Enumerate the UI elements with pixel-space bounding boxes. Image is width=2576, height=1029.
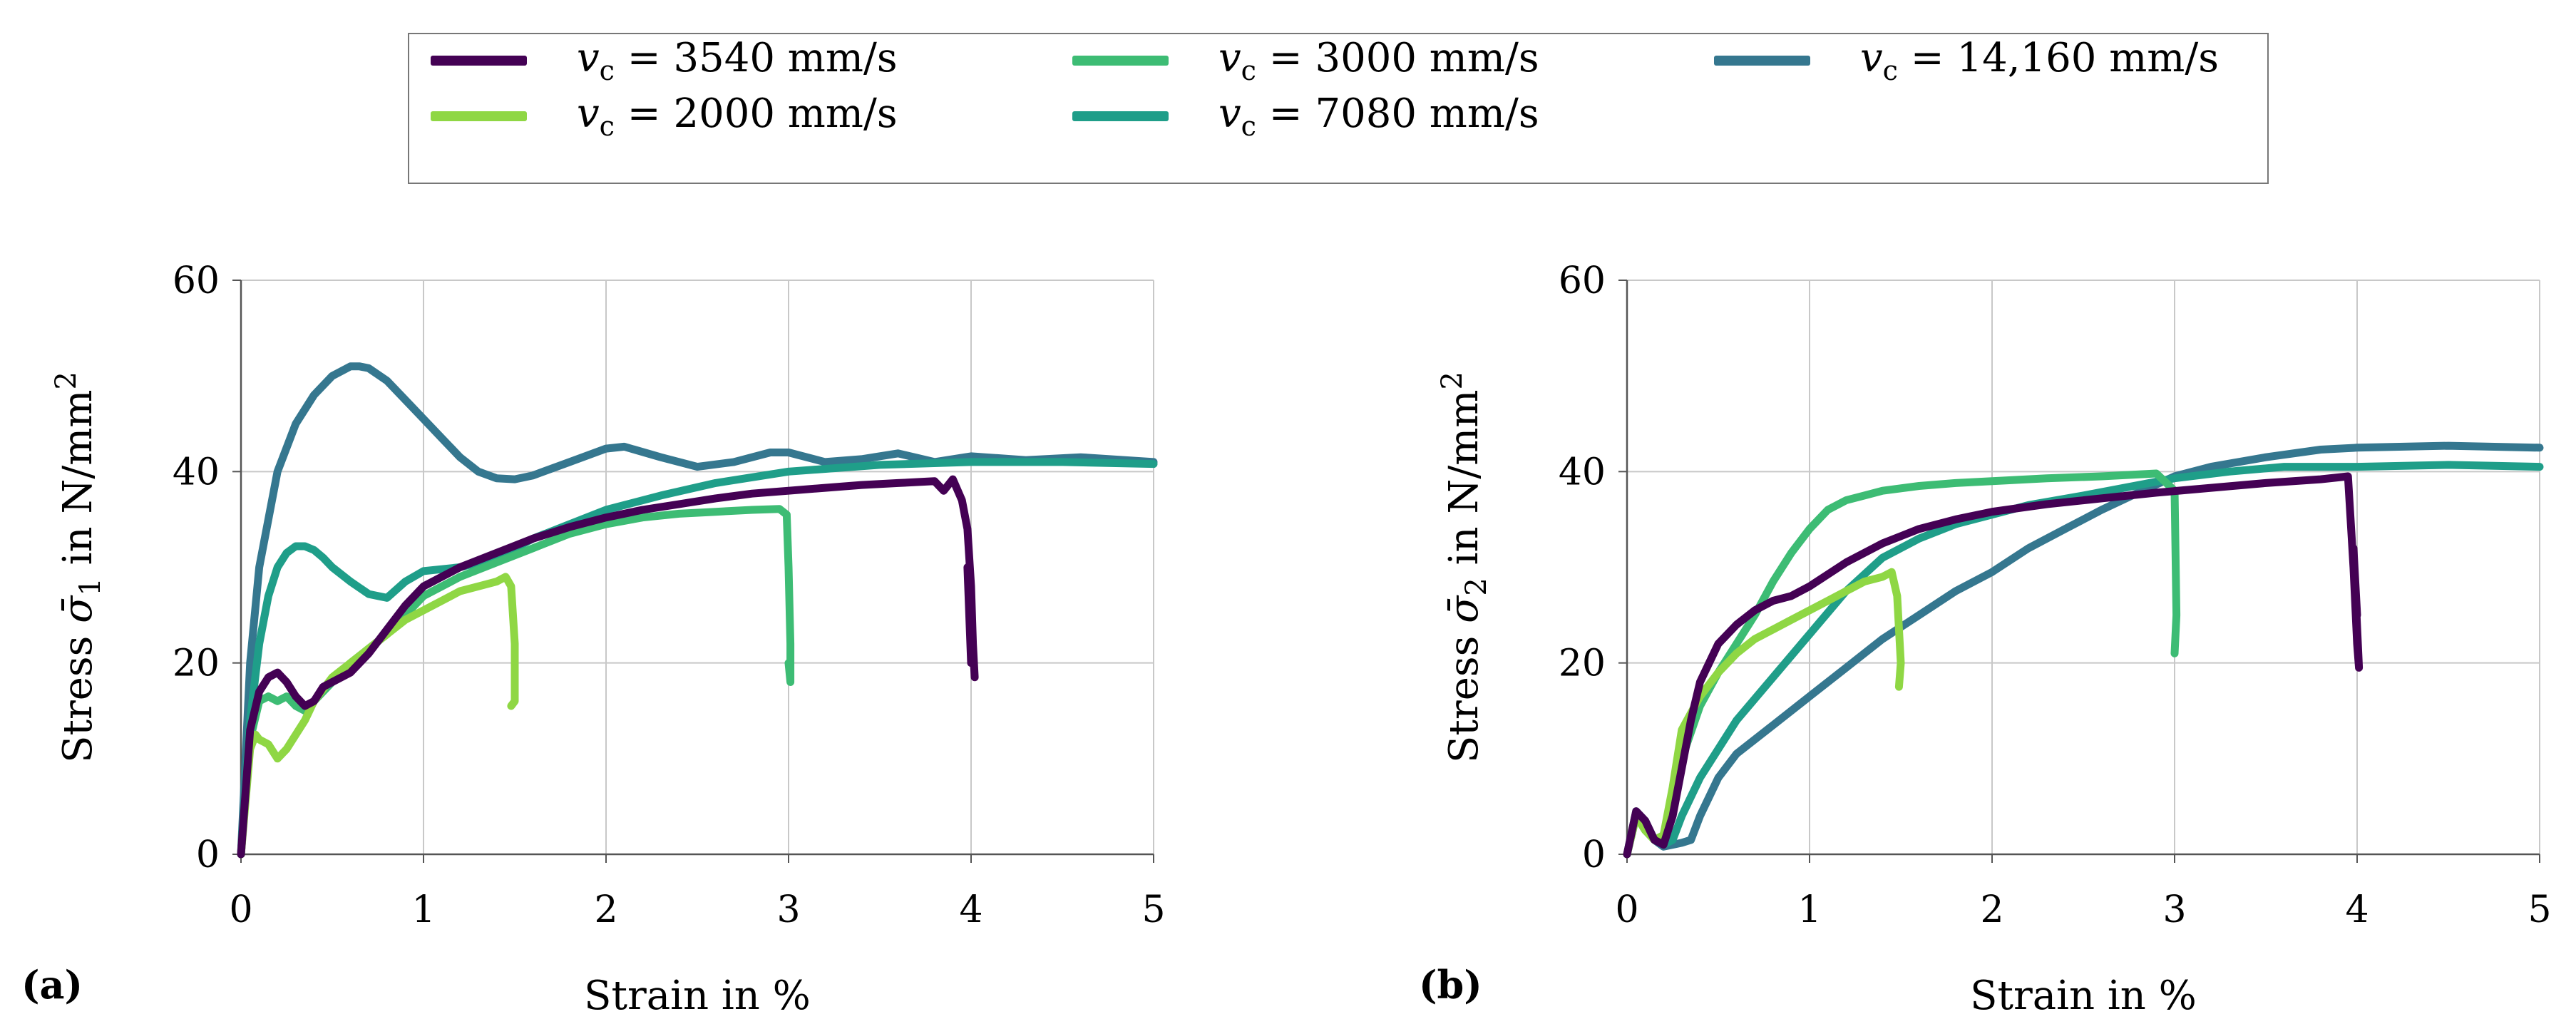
y-tick-label: 60 xyxy=(173,260,220,302)
series-line xyxy=(1623,568,1905,859)
x-tick-label: 4 xyxy=(2345,889,2369,931)
series-line xyxy=(237,475,979,859)
legend-label-3540: vc = 3540 mm/s xyxy=(577,34,898,87)
legend-label-7080: vc = 7080 mm/s xyxy=(1218,90,1539,143)
panel-label: (a) xyxy=(21,962,83,1008)
x-tick-label: 4 xyxy=(959,889,982,931)
legend-label-14160: vc = 14,160 mm/s xyxy=(1860,34,2220,87)
y-tick-label: 0 xyxy=(1582,834,1606,876)
y-tick-label: 20 xyxy=(173,643,220,685)
legend-swatch-3000 xyxy=(1072,56,1169,66)
x-tick-label: 0 xyxy=(229,889,252,931)
x-tick-label: 1 xyxy=(411,889,435,931)
x-axis-label: Strain in % xyxy=(1970,973,2197,1019)
x-tick-label: 5 xyxy=(1141,889,1165,931)
x-tick-label: 2 xyxy=(1980,889,2003,931)
legend-swatch-3540 xyxy=(431,56,527,66)
chart-panel-b: 0 1 2 3 4 5 0 20 40 60 Strain in % Stress σ̄2 in N/… xyxy=(1419,260,2552,1019)
series-line xyxy=(237,362,1158,859)
legend-swatch-2000 xyxy=(431,111,527,121)
series-line xyxy=(237,458,1158,859)
x-axis-label: Strain in % xyxy=(584,973,811,1019)
x-tick-label: 0 xyxy=(1615,889,1638,931)
legend-swatch-14160 xyxy=(1714,56,1810,66)
legend-swatch-7080 xyxy=(1072,111,1169,121)
chart-panel-a: 0 1 2 3 4 5 0 20 40 60 Strain in % Stress σ̄1 in N/… xyxy=(21,260,1166,1019)
legend-item-2000: vc = 2000 mm/s xyxy=(431,90,898,143)
y-tick-label: 40 xyxy=(1559,451,1606,493)
legend-item-7080: vc = 7080 mm/s xyxy=(1072,90,1539,143)
x-tick-label: 3 xyxy=(2162,889,2186,931)
legend-label-2000: vc = 2000 mm/s xyxy=(577,90,898,143)
y-axis-label: Stress σ̄2 in N/mm2 xyxy=(1436,372,1493,763)
y-axis-label: Stress σ̄1 in N/mm2 xyxy=(50,372,107,763)
y-tick-label: 0 xyxy=(196,834,220,876)
x-tick-label: 5 xyxy=(2528,889,2551,931)
legend-label-3000: vc = 3000 mm/s xyxy=(1218,34,1539,87)
series-line xyxy=(237,505,795,859)
legend: vc = 3540 mm/s vc = 2000 mm/s vc = 3000 … xyxy=(408,33,2269,184)
legend-item-3540: vc = 3540 mm/s xyxy=(431,34,898,87)
series-line xyxy=(1623,441,2544,859)
x-tick-label: 2 xyxy=(594,889,617,931)
y-tick-label: 20 xyxy=(1559,643,1606,685)
series-line xyxy=(237,573,519,859)
x-tick-label: 1 xyxy=(1797,889,1821,931)
y-tick-label: 40 xyxy=(173,451,220,493)
legend-item-3000: vc = 3000 mm/s xyxy=(1072,34,1539,87)
legend-item-14160: vc = 14,160 mm/s xyxy=(1714,34,2220,87)
panel-label: (b) xyxy=(1419,962,1482,1008)
x-tick-label: 3 xyxy=(776,889,800,931)
y-tick-label: 60 xyxy=(1559,260,1606,302)
series-line xyxy=(1623,472,2364,859)
